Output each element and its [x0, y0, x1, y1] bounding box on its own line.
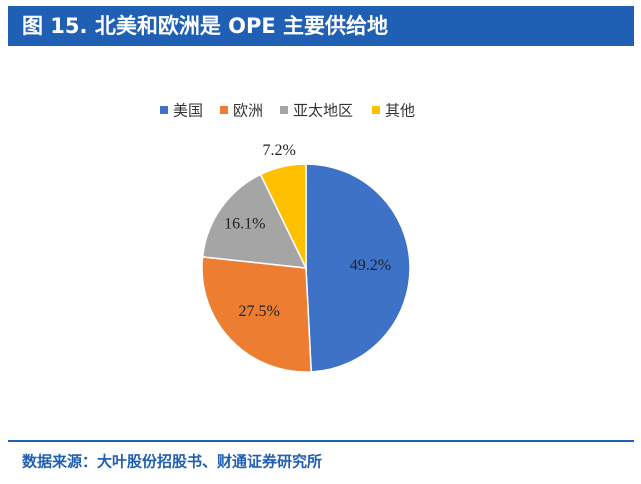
legend-label: 美国: [173, 102, 203, 120]
legend-swatch: [372, 106, 380, 114]
pie-slice: [305, 163, 411, 373]
legend-label: 其他: [385, 102, 415, 120]
data-label: 16.1%: [224, 216, 265, 233]
legend-label: 欧洲: [233, 102, 263, 120]
legend-swatch: [220, 106, 228, 114]
title-bar: [8, 6, 634, 46]
data-label: 27.5%: [238, 303, 279, 320]
pie-slice: [201, 173, 308, 269]
chart-title: 图 15. 北美和欧洲是 OPE 主要供给地: [22, 14, 388, 38]
pie-slice: [201, 256, 313, 373]
legend-swatch: [280, 106, 288, 114]
data-label: 49.2%: [350, 257, 391, 274]
legend-label: 亚太地区: [293, 102, 353, 120]
source-note: 数据来源：大叶股份招股书、财通证券研究所: [22, 453, 322, 471]
legend-swatch: [160, 106, 168, 114]
data-label: 7.2%: [263, 142, 296, 159]
pie-slice: [259, 163, 307, 269]
